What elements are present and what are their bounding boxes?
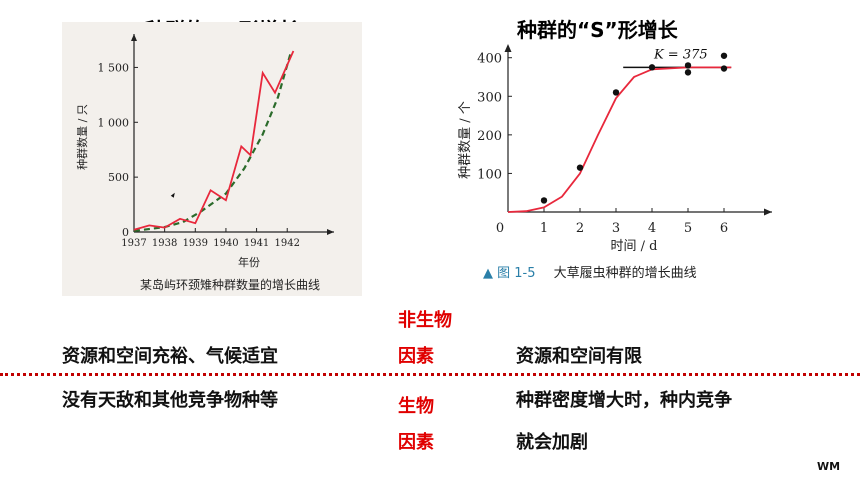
- nonbiotic-label-1: 非生物: [398, 310, 452, 331]
- s-curve-svg: 100 200 300 400 0 1 2 3 4 5 6 种群数量 / 个时间 / d K = 375: [458, 44, 772, 254]
- figure-caption-text: 大草履虫种群的增长曲线: [553, 266, 697, 281]
- y-tick-label: 0: [122, 226, 129, 239]
- x-tick-label: 1942: [274, 238, 299, 249]
- y-axis-arrow: [131, 34, 137, 41]
- actual-population-line: [133, 50, 295, 231]
- y-axis-label: 种群数量 / 只: [75, 104, 89, 170]
- x-tick-label: 5: [684, 221, 692, 236]
- data-point: [540, 197, 548, 204]
- data-point: [648, 64, 656, 71]
- j-curve-svg: 0 500 1 000 1 500 1937 1938 1939 1940 1941 1942 种群…: [75, 34, 334, 269]
- right-chart-title: 种群的“S”形增长: [517, 18, 678, 42]
- expected-j-curve: [133, 53, 292, 232]
- s-curve-caption: ▲ 图 1-5 大草履虫种群的增长曲线: [483, 262, 697, 281]
- figure-label: ▲ 图 1-5: [483, 266, 536, 281]
- y-tick-label: 500: [108, 171, 129, 184]
- watermark: WM: [817, 460, 841, 473]
- x-axis-label: 时间 / d: [611, 239, 658, 254]
- x-tick-label: 0: [496, 221, 504, 236]
- y-axis-label: 种群数量 / 个: [458, 101, 473, 179]
- x-tick-label: 1939: [183, 238, 208, 249]
- data-point: [684, 62, 692, 69]
- j-condition-1: 资源和空间充裕、气候适宜: [62, 346, 278, 367]
- y-tick-label: 200: [477, 129, 502, 144]
- j-curve-chart: 0 500 1 000 1 500 1937 1938 1939 1940 1941 1942 种群…: [62, 22, 362, 296]
- y-tick-label: 400: [477, 52, 502, 67]
- biotic-label-1: 生物: [398, 396, 434, 417]
- data-point: [612, 89, 620, 96]
- y-tick-label: 1 000: [98, 116, 130, 129]
- s-curve-chart: 100 200 300 400 0 1 2 3 4 5 6 种群数量 / 个时间 / d K = 375…: [455, 40, 785, 296]
- y-tick-label: 300: [477, 90, 502, 105]
- nonbiotic-label-2: 因素: [398, 346, 434, 367]
- data-point: [684, 69, 692, 76]
- logistic-curve: [507, 66, 732, 213]
- x-axis-arrow: [764, 208, 772, 216]
- x-tick-label: 1940: [213, 238, 238, 249]
- s-condition-2a: 种群密度增大时，种内竞争: [516, 390, 732, 411]
- s-condition-1: 资源和空间有限: [516, 346, 642, 367]
- x-axis-arrow: [327, 229, 334, 235]
- stray-mark: [170, 192, 175, 198]
- x-tick-label: 1941: [244, 238, 269, 249]
- biotic-label-2: 因素: [398, 432, 434, 453]
- x-tick-label: 6: [720, 221, 728, 236]
- x-tick-label: 1937: [121, 238, 146, 249]
- x-tick-label: 2: [576, 221, 584, 236]
- data-point: [576, 164, 584, 171]
- dotted-divider: [0, 373, 860, 376]
- s-condition-2b: 就会加剧: [516, 432, 588, 453]
- j-condition-2: 没有天敌和其他竞争物种等: [62, 390, 278, 411]
- j-curve-caption: 某岛屿环颈雉种群数量的增长曲线: [140, 278, 321, 292]
- data-point: [720, 52, 728, 59]
- x-tick-label: 1938: [152, 238, 177, 249]
- y-axis-arrow: [504, 44, 512, 52]
- x-tick-label: 1: [540, 221, 548, 236]
- y-tick-label: 100: [477, 167, 502, 182]
- k-annotation: K = 375: [653, 47, 708, 62]
- x-tick-label: 3: [612, 221, 620, 236]
- x-tick-label: 4: [648, 221, 656, 236]
- y-tick-label: 1 500: [98, 61, 130, 74]
- x-axis-label: 年份: [238, 255, 260, 269]
- data-point: [720, 65, 728, 72]
